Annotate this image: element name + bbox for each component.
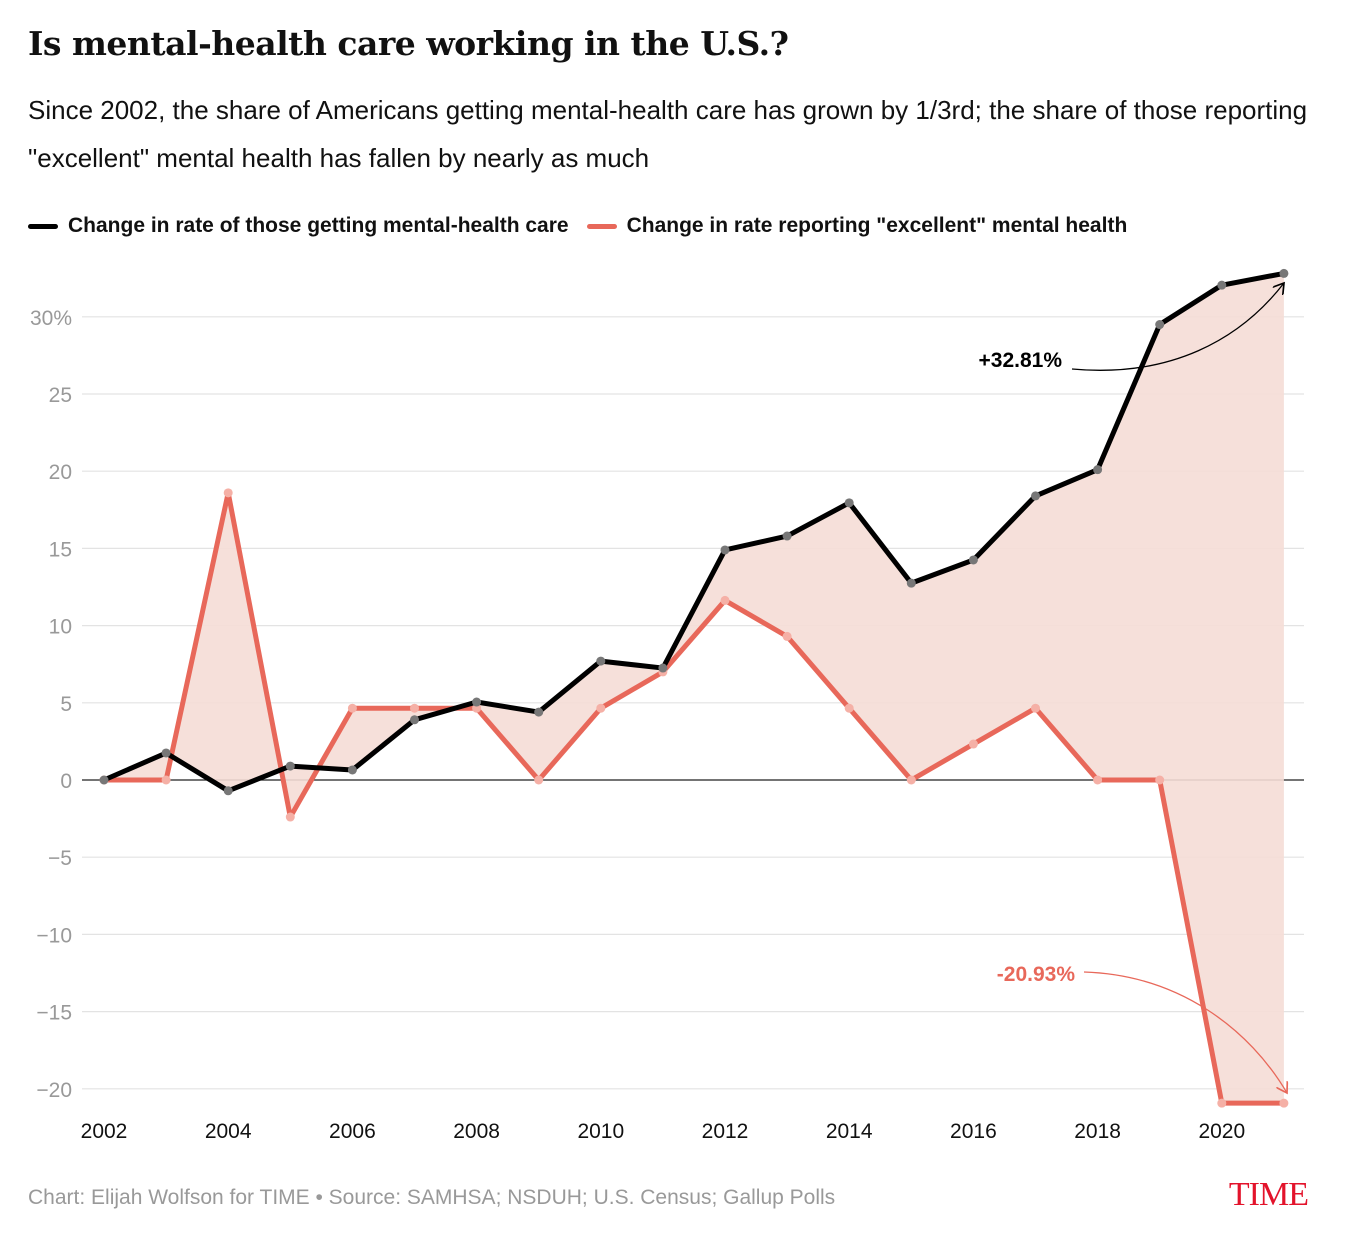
data-point (596, 656, 606, 666)
chart-subtitle: Since 2002, the share of Americans getti… (28, 95, 1308, 173)
difference-area (104, 273, 1284, 1104)
data-point (1279, 268, 1289, 278)
data-point (720, 545, 730, 555)
x-tick-label: 2006 (329, 1120, 376, 1143)
legend-label: Change in rate of those getting mental-h… (68, 214, 569, 237)
series-line-excellent (104, 490, 1284, 1106)
data-point (906, 578, 916, 588)
chart-title: Is mental-health care working in the U.S… (28, 24, 789, 63)
data-point (844, 498, 854, 508)
data-point (1031, 491, 1040, 501)
annotation-excellent: -20.93% (997, 963, 1076, 986)
x-tick-label: 2016 (950, 1120, 997, 1143)
data-point (347, 703, 357, 713)
y-tick-label: 25 (49, 384, 72, 407)
data-point (720, 595, 730, 605)
data-point (782, 531, 792, 541)
series-line-care (103, 270, 1285, 794)
data-point (161, 748, 171, 758)
chart-footer: Chart: Elijah Wolfson for TIME • Source:… (28, 1186, 836, 1209)
data-point (410, 703, 419, 713)
legend-item-care: Change in rate of those getting mental-h… (28, 214, 569, 238)
x-tick-label: 2012 (702, 1120, 749, 1143)
data-point (347, 765, 357, 775)
data-point (658, 663, 668, 673)
x-tick-label: 2004 (205, 1120, 252, 1143)
time-logo: TIME (1228, 1176, 1309, 1213)
x-tick-label: 2002 (81, 1120, 128, 1143)
y-tick-label: 30% (30, 307, 72, 330)
legend-swatch-black (28, 223, 58, 229)
data-point (223, 488, 233, 498)
y-tick-label: −10 (36, 924, 72, 947)
y-tick-label: −5 (48, 847, 72, 870)
data-point (534, 775, 544, 785)
data-point (906, 775, 916, 785)
data-point (1279, 1098, 1289, 1108)
y-tick-label: 15 (49, 538, 72, 561)
y-tick-label: −20 (36, 1079, 72, 1102)
annotation-arrow-care (1071, 283, 1284, 371)
data-point (1155, 775, 1165, 785)
data-point (472, 697, 482, 707)
data-point (1217, 280, 1227, 290)
data-point (410, 715, 419, 725)
x-tick-label: 2008 (453, 1120, 500, 1143)
x-tick-label: 2018 (1074, 1120, 1121, 1143)
data-point (285, 812, 295, 822)
y-tick-label: −15 (36, 1002, 72, 1025)
data-point (1155, 320, 1165, 330)
data-point (223, 786, 233, 796)
data-point (534, 707, 544, 717)
data-point (968, 739, 978, 749)
data-point (472, 703, 482, 713)
legend-swatch-red (586, 223, 617, 229)
data-point (161, 775, 171, 785)
data-point (968, 555, 978, 565)
data-point (844, 703, 854, 713)
data-point (285, 761, 295, 771)
data-point (1093, 775, 1103, 785)
data-point (1217, 1098, 1227, 1108)
data-point (782, 631, 792, 641)
y-tick-label: 20 (49, 461, 72, 484)
x-tick-label: 2020 (1198, 1120, 1245, 1143)
data-point (99, 775, 109, 785)
x-tick-label: 2010 (577, 1120, 624, 1143)
legend-item-excellent: Change in rate reporting "excellent" men… (586, 214, 1128, 238)
data-point (1031, 703, 1040, 713)
legend-label: Change in rate reporting "excellent" men… (626, 214, 1128, 237)
legend: Change in rate of those getting mental-h… (28, 214, 1127, 238)
x-tick-label: 2014 (826, 1120, 873, 1143)
data-point (1093, 465, 1103, 475)
annotation-care: +32.81% (979, 349, 1063, 372)
data-point (596, 703, 606, 713)
annotation-arrow-excellent (1083, 971, 1287, 1093)
y-tick-label: 5 (60, 693, 72, 716)
y-tick-label: 10 (49, 616, 72, 639)
y-tick-label: 0 (60, 770, 72, 793)
